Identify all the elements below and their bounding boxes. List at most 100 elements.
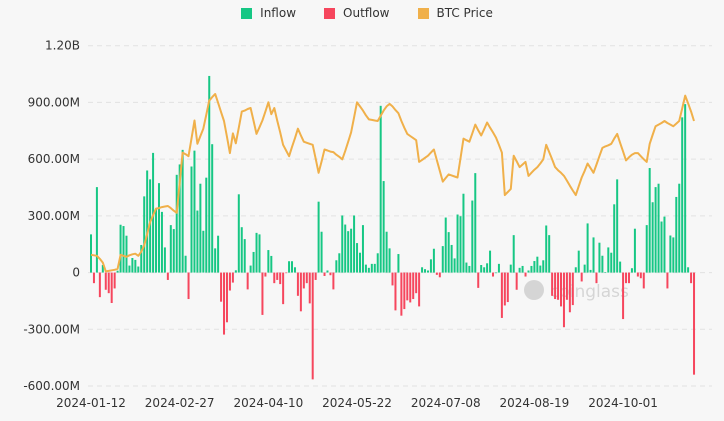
- inflow-bar[interactable]: [335, 260, 338, 273]
- inflow-bar[interactable]: [489, 250, 492, 273]
- inflow-bar[interactable]: [208, 75, 211, 273]
- inflow-bar[interactable]: [480, 265, 483, 273]
- inflow-bar[interactable]: [613, 204, 616, 273]
- outflow-bar[interactable]: [595, 272, 598, 284]
- outflow-bar[interactable]: [571, 272, 574, 306]
- inflow-bar[interactable]: [459, 216, 462, 273]
- inflow-bar[interactable]: [397, 254, 400, 273]
- outflow-bar[interactable]: [110, 272, 113, 304]
- outflow-bar[interactable]: [107, 272, 110, 294]
- inflow-bar[interactable]: [184, 255, 187, 273]
- inflow-bar[interactable]: [385, 231, 388, 273]
- inflow-bar[interactable]: [240, 227, 243, 273]
- inflow-bar[interactable]: [530, 265, 533, 273]
- outflow-bar[interactable]: [560, 272, 563, 307]
- inflow-bar[interactable]: [486, 263, 489, 273]
- outflow-bar[interactable]: [693, 272, 696, 375]
- outflow-bar[interactable]: [282, 272, 285, 305]
- inflow-bar[interactable]: [205, 177, 208, 273]
- inflow-bar[interactable]: [370, 263, 373, 273]
- inflow-bar[interactable]: [152, 152, 155, 273]
- outflow-bar[interactable]: [403, 272, 406, 310]
- inflow-bar[interactable]: [358, 252, 361, 273]
- outflow-bar[interactable]: [506, 272, 509, 303]
- inflow-bar[interactable]: [424, 269, 427, 273]
- outflow-bar[interactable]: [279, 272, 282, 285]
- inflow-bar[interactable]: [252, 251, 255, 273]
- outflow-bar[interactable]: [438, 272, 441, 278]
- outflow-bar[interactable]: [554, 272, 557, 300]
- inflow-bar[interactable]: [483, 267, 486, 273]
- outflow-bar[interactable]: [92, 272, 95, 284]
- outflow-bar[interactable]: [435, 272, 438, 275]
- inflow-bar[interactable]: [291, 261, 294, 273]
- outflow-bar[interactable]: [299, 272, 302, 312]
- inflow-bar[interactable]: [539, 265, 542, 273]
- inflow-bar[interactable]: [474, 173, 477, 273]
- inflow-bar[interactable]: [190, 166, 193, 273]
- outflow-bar[interactable]: [332, 272, 335, 290]
- inflow-bar[interactable]: [421, 267, 424, 273]
- inflow-bar[interactable]: [687, 267, 690, 273]
- inflow-bar[interactable]: [574, 267, 577, 273]
- inflow-bar[interactable]: [684, 104, 687, 273]
- outflow-bar[interactable]: [515, 272, 518, 290]
- outflow-bar[interactable]: [627, 272, 630, 284]
- outflow-bar[interactable]: [228, 272, 231, 291]
- inflow-bar[interactable]: [533, 261, 536, 273]
- legend-item-btc-price[interactable]: BTC Price: [417, 6, 493, 20]
- inflow-bar[interactable]: [577, 250, 580, 273]
- inflow-bar[interactable]: [465, 262, 468, 273]
- inflow-bar[interactable]: [654, 187, 657, 273]
- outflow-bar[interactable]: [246, 272, 249, 290]
- inflow-bar[interactable]: [95, 187, 98, 273]
- inflow-bar[interactable]: [137, 266, 140, 273]
- outflow-bar[interactable]: [187, 272, 190, 300]
- inflow-bar[interactable]: [116, 270, 119, 273]
- inflow-bar[interactable]: [199, 183, 202, 273]
- inflow-bar[interactable]: [134, 259, 137, 273]
- inflow-bar[interactable]: [586, 223, 589, 273]
- inflow-bar[interactable]: [178, 164, 181, 273]
- outflow-bar[interactable]: [524, 272, 527, 277]
- inflow-bar[interactable]: [382, 181, 385, 273]
- inflow-bar[interactable]: [494, 272, 497, 274]
- inflow-bar[interactable]: [338, 253, 341, 273]
- inflow-bar[interactable]: [441, 246, 444, 273]
- inflow-bar[interactable]: [468, 265, 471, 273]
- inflow-bar[interactable]: [429, 259, 432, 273]
- outflow-bar[interactable]: [492, 272, 495, 277]
- inflow-bar[interactable]: [258, 234, 261, 273]
- outflow-bar[interactable]: [477, 272, 480, 288]
- outflow-bar[interactable]: [557, 272, 560, 300]
- inflow-bar[interactable]: [211, 144, 214, 273]
- outflow-bar[interactable]: [418, 272, 421, 307]
- outflow-bar[interactable]: [565, 272, 568, 300]
- inflow-bar[interactable]: [364, 264, 367, 273]
- outflow-bar[interactable]: [400, 272, 403, 316]
- outflow-bar[interactable]: [311, 272, 314, 380]
- inflow-bar[interactable]: [545, 225, 548, 273]
- inflow-bar[interactable]: [175, 174, 178, 273]
- inflow-bar[interactable]: [169, 225, 172, 273]
- outflow-bar[interactable]: [104, 272, 107, 290]
- outflow-bar[interactable]: [296, 272, 299, 296]
- inflow-bar[interactable]: [122, 226, 125, 273]
- inflow-bar[interactable]: [630, 268, 633, 273]
- outflow-bar[interactable]: [285, 272, 288, 274]
- inflow-bar[interactable]: [125, 235, 128, 273]
- inflow-bar[interactable]: [616, 179, 619, 273]
- inflow-bar[interactable]: [288, 261, 291, 273]
- inflow-bar[interactable]: [518, 267, 521, 273]
- outflow-bar[interactable]: [562, 272, 565, 328]
- outflow-bar[interactable]: [391, 272, 394, 286]
- inflow-bar[interactable]: [101, 265, 104, 273]
- inflow-bar[interactable]: [350, 228, 353, 273]
- inflow-bar[interactable]: [509, 264, 512, 273]
- outflow-bar[interactable]: [636, 272, 639, 277]
- legend-item-inflow[interactable]: Inflow: [241, 6, 296, 20]
- outflow-bar[interactable]: [113, 272, 116, 289]
- inflow-bar[interactable]: [353, 215, 356, 273]
- inflow-bar[interactable]: [255, 232, 258, 273]
- inflow-bar[interactable]: [592, 237, 595, 273]
